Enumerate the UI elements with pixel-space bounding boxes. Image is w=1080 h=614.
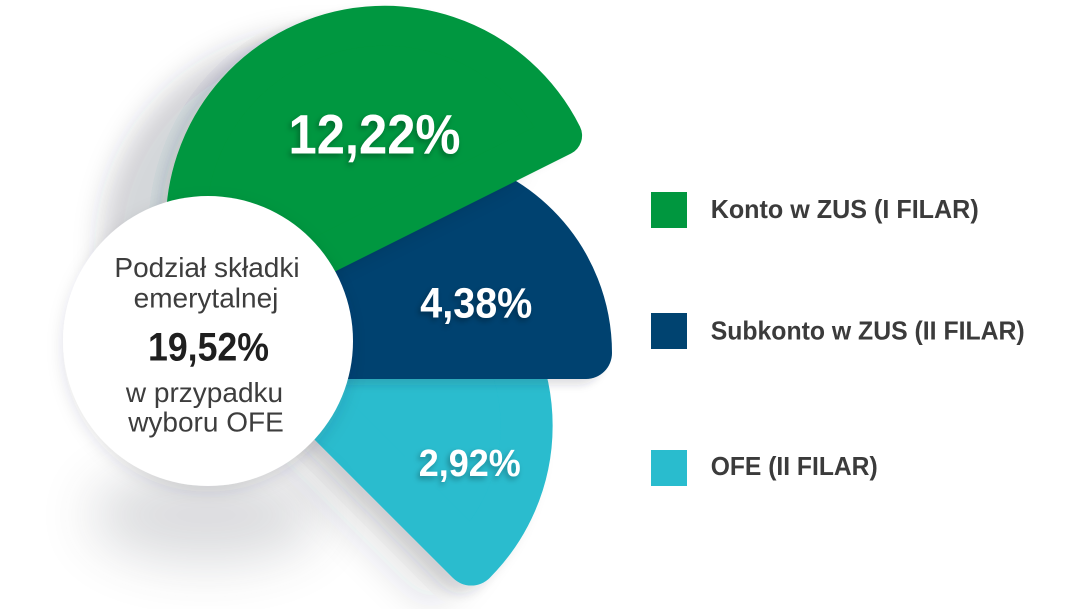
svg-text:Subkonto w ZUS (II FILAR): Subkonto w ZUS (II FILAR) bbox=[711, 315, 1025, 345]
svg-text:wyboru OFE: wyboru OFE bbox=[127, 407, 284, 438]
svg-text:Podział składki: Podział składki bbox=[114, 252, 299, 283]
svg-text:12,22%: 12,22% bbox=[289, 102, 461, 165]
svg-text:emerytalnej: emerytalnej bbox=[134, 283, 279, 314]
svg-text:4,38%: 4,38% bbox=[420, 280, 532, 328]
svg-text:19,52%: 19,52% bbox=[148, 326, 269, 370]
svg-text:2,92%: 2,92% bbox=[419, 443, 521, 485]
svg-text:w przypadku: w przypadku bbox=[125, 377, 283, 408]
svg-text:Konto w ZUS (I FILAR): Konto w ZUS (I FILAR) bbox=[711, 194, 979, 224]
svg-text:OFE (II FILAR): OFE (II FILAR) bbox=[711, 451, 878, 481]
